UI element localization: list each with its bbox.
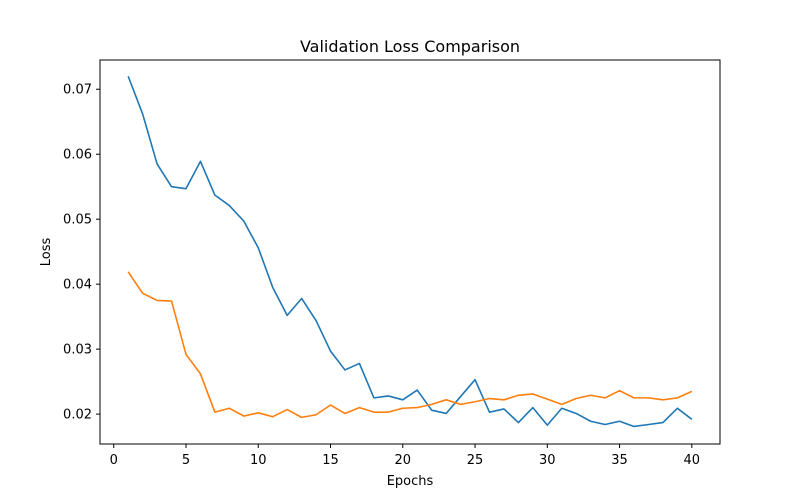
- x-tick-label: 25: [467, 453, 484, 468]
- series-line-2: [127, 271, 693, 419]
- chart-title: Validation Loss Comparison: [300, 37, 520, 56]
- y-tick-label: 0.05: [63, 213, 92, 228]
- series-line-1: [127, 75, 693, 428]
- y-tick-label: 0.03: [63, 343, 92, 358]
- x-tick-label: 15: [322, 453, 339, 468]
- y-tick-label: 0.02: [63, 408, 92, 423]
- y-tick-label: 0.06: [63, 148, 92, 163]
- y-tick-label: 0.07: [63, 83, 92, 98]
- plot-lines: [127, 75, 693, 428]
- x-tick-label: 30: [539, 453, 556, 468]
- x-tick-label: 10: [250, 453, 267, 468]
- x-tick-label: 35: [611, 453, 628, 468]
- x-tick-label: 5: [182, 453, 190, 468]
- plot-frame: [99, 59, 721, 445]
- x-tick-label: 40: [684, 453, 701, 468]
- y-tick-label: 0.04: [63, 278, 92, 293]
- axis-ticks: 0 5 10 15 20 25 30 35 40 0.02 0.03 0.04 0.05 0.06 0.07: [63, 83, 700, 468]
- x-tick-label: 0: [110, 453, 118, 468]
- x-tick-label: 20: [395, 453, 412, 468]
- x-axis-label: Epochs: [387, 474, 434, 489]
- y-axis-label: Loss: [39, 238, 54, 267]
